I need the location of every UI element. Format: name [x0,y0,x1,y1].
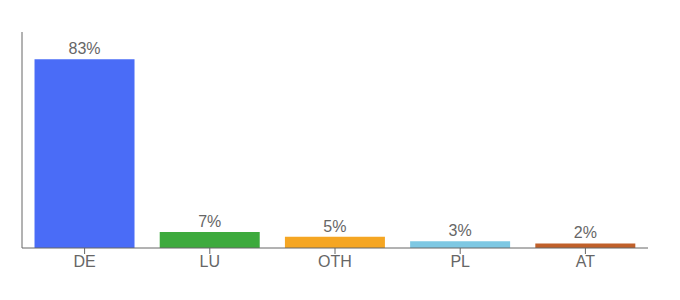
svg-text:5%: 5% [323,218,346,235]
svg-text:7%: 7% [198,213,221,230]
svg-text:OTH: OTH [318,253,352,270]
svg-text:2%: 2% [574,224,597,241]
svg-text:AT: AT [576,253,595,270]
svg-text:LU: LU [200,253,220,270]
svg-text:PL: PL [450,253,470,270]
svg-text:83%: 83% [69,40,101,57]
svg-text:3%: 3% [449,222,472,239]
svg-text:DE: DE [73,253,95,270]
